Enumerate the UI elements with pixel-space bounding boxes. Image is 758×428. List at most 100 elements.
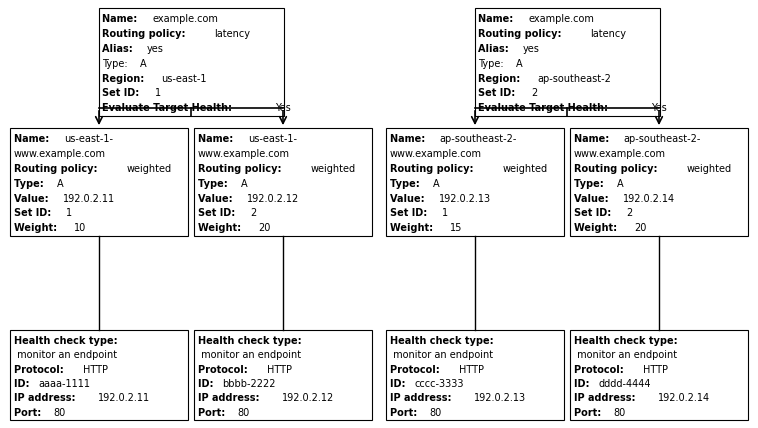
Text: www.example.com: www.example.com [198, 149, 290, 159]
Text: ap-southeast-2-: ap-southeast-2- [440, 134, 517, 144]
Text: 80: 80 [613, 407, 626, 418]
Text: example.com: example.com [528, 15, 594, 24]
Text: ID:: ID: [574, 379, 593, 389]
Text: Set ID:: Set ID: [390, 208, 431, 218]
Text: Health check type:: Health check type: [198, 336, 305, 346]
Text: HTTP: HTTP [459, 365, 484, 375]
FancyBboxPatch shape [194, 330, 372, 420]
Text: Health check type:: Health check type: [14, 336, 121, 346]
Text: Set ID:: Set ID: [102, 88, 143, 98]
Text: Type:: Type: [14, 179, 47, 189]
Text: Type:: Type: [478, 59, 507, 69]
Text: Health check type:: Health check type: [574, 336, 681, 346]
Text: IP address:: IP address: [198, 393, 263, 403]
Text: ap-southeast-2: ap-southeast-2 [537, 74, 611, 83]
FancyBboxPatch shape [386, 330, 564, 420]
Text: Type:: Type: [102, 59, 131, 69]
Text: Name:: Name: [390, 134, 428, 144]
Text: Name:: Name: [14, 134, 52, 144]
Text: us-east-1: us-east-1 [161, 74, 207, 83]
Text: 192.0.2.11: 192.0.2.11 [98, 393, 150, 403]
Text: 192.0.2.13: 192.0.2.13 [474, 393, 526, 403]
Text: HTTP: HTTP [83, 365, 108, 375]
Text: Type:: Type: [390, 179, 423, 189]
Text: 1: 1 [443, 208, 449, 218]
Text: Port:: Port: [390, 407, 421, 418]
Text: Set ID:: Set ID: [14, 208, 55, 218]
Text: 80: 80 [54, 407, 66, 418]
Text: latency: latency [215, 29, 251, 39]
Text: www.example.com: www.example.com [574, 149, 666, 159]
Text: Weight:: Weight: [198, 223, 245, 233]
Text: Port:: Port: [198, 407, 229, 418]
Text: IP address:: IP address: [574, 393, 639, 403]
Text: IP address:: IP address: [14, 393, 79, 403]
Text: ap-southeast-2-: ap-southeast-2- [624, 134, 701, 144]
Text: Name:: Name: [478, 15, 517, 24]
Text: A: A [515, 59, 522, 69]
Text: 10: 10 [74, 223, 86, 233]
Text: Weight:: Weight: [390, 223, 437, 233]
Text: Routing policy:: Routing policy: [390, 164, 477, 174]
Text: Alias:: Alias: [102, 44, 136, 54]
Text: Routing policy:: Routing policy: [478, 29, 565, 39]
Text: Value:: Value: [574, 193, 612, 204]
Text: 80: 80 [237, 407, 250, 418]
Text: monitor an endpoint: monitor an endpoint [574, 351, 677, 360]
Text: 192.0.2.12: 192.0.2.12 [282, 393, 334, 403]
Text: weighted: weighted [502, 164, 547, 174]
Text: weighted: weighted [126, 164, 171, 174]
Text: Region:: Region: [478, 74, 524, 83]
FancyBboxPatch shape [570, 128, 748, 236]
Text: 192.0.2.12: 192.0.2.12 [247, 193, 299, 204]
Text: latency: latency [590, 29, 627, 39]
Text: Name:: Name: [574, 134, 612, 144]
Text: monitor an endpoint: monitor an endpoint [390, 351, 493, 360]
FancyBboxPatch shape [10, 128, 188, 236]
Text: Evaluate Target Health:: Evaluate Target Health: [102, 103, 236, 113]
Text: cccc-3333: cccc-3333 [415, 379, 464, 389]
Text: Value:: Value: [14, 193, 52, 204]
Text: monitor an endpoint: monitor an endpoint [198, 351, 301, 360]
Text: HTTP: HTTP [643, 365, 668, 375]
Text: Set ID:: Set ID: [574, 208, 615, 218]
Text: Protocol:: Protocol: [198, 365, 251, 375]
Text: us-east-1-: us-east-1- [64, 134, 113, 144]
Text: Weight:: Weight: [574, 223, 621, 233]
Text: Value:: Value: [198, 193, 236, 204]
Text: Protocol:: Protocol: [574, 365, 627, 375]
Text: A: A [433, 179, 440, 189]
Text: 80: 80 [430, 407, 442, 418]
Text: monitor an endpoint: monitor an endpoint [14, 351, 117, 360]
Text: Health check type:: Health check type: [390, 336, 497, 346]
Text: Routing policy:: Routing policy: [102, 29, 190, 39]
Text: yes: yes [146, 44, 164, 54]
Text: example.com: example.com [152, 15, 218, 24]
Text: ID:: ID: [198, 379, 217, 389]
Text: A: A [617, 179, 623, 189]
Text: Set ID:: Set ID: [198, 208, 239, 218]
Text: aaaa-1111: aaaa-1111 [39, 379, 90, 389]
Text: Name:: Name: [102, 15, 141, 24]
Text: 192.0.2.11: 192.0.2.11 [63, 193, 115, 204]
Text: A: A [57, 179, 64, 189]
Text: IP address:: IP address: [390, 393, 455, 403]
Text: 2: 2 [250, 208, 257, 218]
Text: 1: 1 [67, 208, 73, 218]
Text: Port:: Port: [574, 407, 605, 418]
Text: 15: 15 [450, 223, 462, 233]
Text: ID:: ID: [390, 379, 409, 389]
FancyBboxPatch shape [475, 8, 659, 116]
Text: Evaluate Target Health:: Evaluate Target Health: [478, 103, 612, 113]
Text: 192.0.2.14: 192.0.2.14 [623, 193, 675, 204]
Text: 2: 2 [626, 208, 633, 218]
Text: Routing policy:: Routing policy: [198, 164, 285, 174]
Text: Yes: Yes [274, 103, 290, 113]
Text: 20: 20 [634, 223, 647, 233]
Text: Routing policy:: Routing policy: [574, 164, 661, 174]
Text: Name:: Name: [198, 134, 236, 144]
Text: Region:: Region: [102, 74, 148, 83]
FancyBboxPatch shape [194, 128, 372, 236]
FancyBboxPatch shape [10, 330, 188, 420]
Text: 192.0.2.14: 192.0.2.14 [658, 393, 709, 403]
